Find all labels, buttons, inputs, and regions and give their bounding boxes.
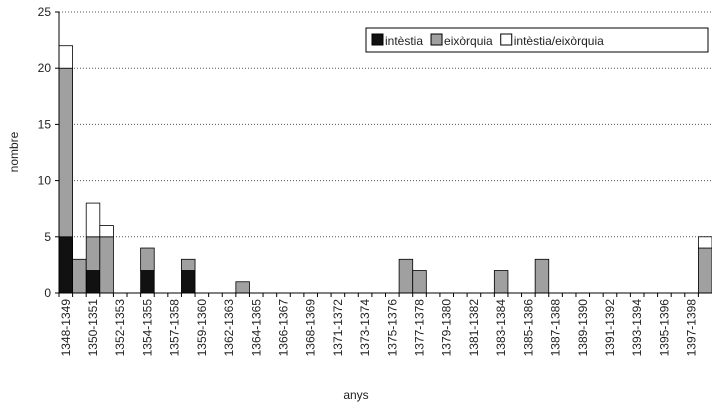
bar-segment [72, 258, 87, 294]
bar-segment [85, 236, 101, 271]
x-tick-label: 1366-1367 [276, 299, 290, 357]
x-tick-label: 1359-1360 [195, 299, 209, 357]
y-tick-label: 5 [44, 230, 51, 244]
x-tick-label: 1387-1388 [549, 299, 563, 357]
x-axis-label: anys [343, 388, 368, 402]
x-tick-label: 1381-1382 [467, 299, 481, 357]
x-tick-label: 1368-1369 [304, 299, 318, 357]
bar-segment [140, 247, 155, 271]
bar-segment [181, 258, 196, 271]
bar-segment [58, 45, 74, 69]
x-tick-label: 1379-1380 [440, 299, 454, 357]
x-tick-label: 1348-1349 [59, 299, 73, 357]
legend-box [365, 27, 709, 53]
bar-segment [412, 270, 427, 294]
x-tick-label: 1357-1358 [168, 299, 182, 357]
bar-segment [534, 258, 550, 294]
x-tick-label: 1373-1374 [358, 299, 372, 357]
bar-segment [181, 270, 196, 294]
bar-segment [140, 270, 155, 294]
legend: intèstia eixòrquia intèstia/eixòrquia [365, 27, 709, 53]
legend-swatch [500, 33, 513, 46]
bar-segment [398, 258, 414, 294]
x-tick-label: 1377-1378 [413, 299, 427, 357]
y-tick-label: 0 [44, 286, 51, 300]
bar-segment [99, 225, 114, 238]
x-tick-label: 1389-1390 [576, 299, 590, 357]
bar-segment [58, 67, 74, 238]
x-tick-label: 1350-1351 [86, 299, 100, 357]
x-tick-label: 1385-1386 [521, 299, 535, 357]
x-tick-label: 1352-1353 [113, 299, 127, 357]
bar-segment [99, 236, 114, 294]
x-tick-label: 1362-1363 [222, 299, 236, 357]
bar-segment [58, 236, 74, 294]
bar-segment [697, 236, 712, 249]
x-tick-label: 1375-1376 [385, 299, 399, 357]
bar-segment [85, 270, 101, 294]
x-tick-label: 1393-1394 [630, 299, 644, 357]
x-tick-label: 1383-1384 [494, 299, 508, 357]
bar-segment [493, 270, 509, 294]
y-axis-label: nombre [7, 131, 21, 172]
x-tick-label: 1364-1365 [249, 299, 263, 357]
x-tick-label: 1397-1398 [685, 299, 699, 357]
legend-swatch [430, 33, 443, 46]
y-tick-label: 20 [38, 61, 52, 75]
legend-label: eixòrquia [444, 34, 493, 48]
x-tick-label: 1391-1392 [603, 299, 617, 357]
y-tick-label: 15 [38, 117, 52, 131]
x-tick-label: 1371-1372 [331, 299, 345, 357]
x-tick-label: 1354-1355 [140, 299, 154, 357]
bar-segment [235, 281, 250, 294]
legend-swatch [371, 33, 384, 46]
y-tick-label: 25 [38, 5, 52, 19]
legend-label: intèstia/eixòrquia [514, 34, 604, 48]
legend-label: intèstia [385, 34, 423, 48]
bar-segment [697, 247, 712, 294]
x-tick-label: 1395-1396 [657, 299, 671, 357]
bar-segment [85, 202, 101, 238]
y-tick-label: 10 [38, 174, 52, 188]
